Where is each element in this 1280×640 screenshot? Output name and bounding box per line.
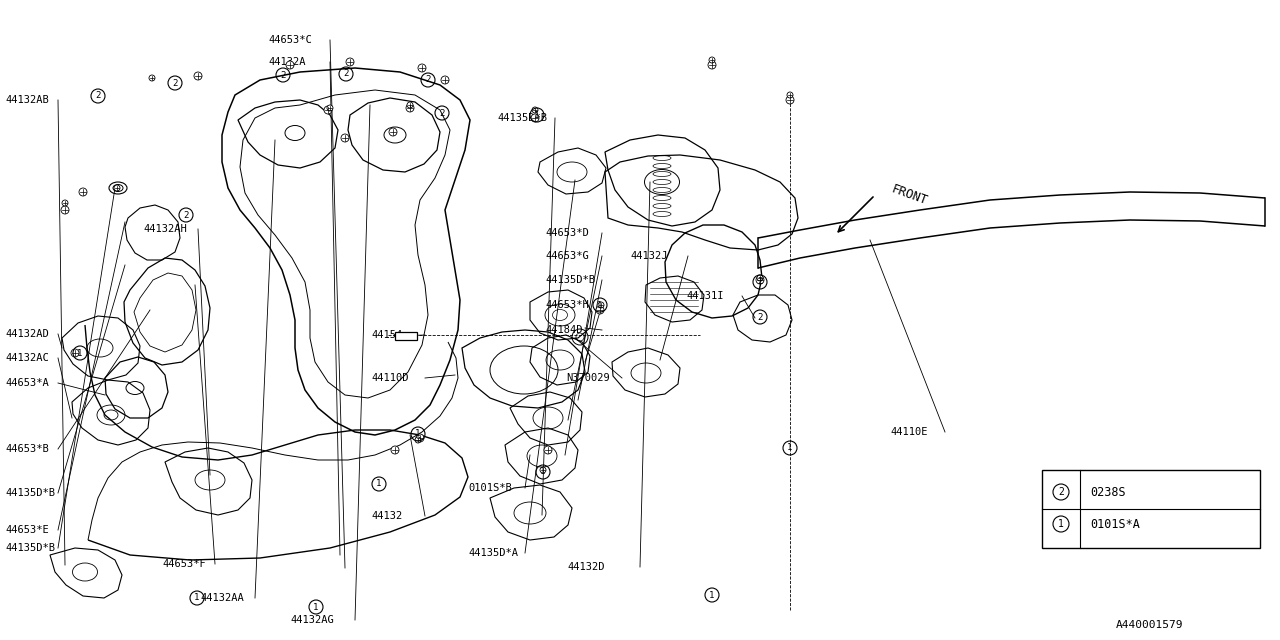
Text: 2: 2 xyxy=(758,312,763,321)
Text: 44135D*B: 44135D*B xyxy=(5,488,55,498)
Circle shape xyxy=(389,128,397,136)
Text: 44132AG: 44132AG xyxy=(291,615,334,625)
Text: 44135D*B: 44135D*B xyxy=(5,543,55,553)
Circle shape xyxy=(407,102,413,108)
Text: 44110D: 44110D xyxy=(371,373,408,383)
Circle shape xyxy=(596,306,604,314)
Circle shape xyxy=(419,64,426,72)
Text: 44132D: 44132D xyxy=(567,562,604,572)
Circle shape xyxy=(61,200,68,206)
Text: 0101S*A: 0101S*A xyxy=(1091,518,1140,531)
Text: 44132J: 44132J xyxy=(630,251,667,261)
Text: 2: 2 xyxy=(183,211,188,220)
Text: 1: 1 xyxy=(195,593,200,602)
Circle shape xyxy=(756,275,763,281)
Circle shape xyxy=(416,434,424,442)
Circle shape xyxy=(324,106,332,114)
Text: 44132: 44132 xyxy=(371,511,402,521)
Circle shape xyxy=(786,96,794,104)
Text: 44184D: 44184D xyxy=(545,325,582,335)
Circle shape xyxy=(326,105,333,111)
Circle shape xyxy=(79,188,87,196)
Text: 44132AB: 44132AB xyxy=(5,95,49,105)
Circle shape xyxy=(787,92,794,98)
Text: 1: 1 xyxy=(598,301,603,310)
Text: 44132AD: 44132AD xyxy=(5,329,49,339)
Text: 2: 2 xyxy=(758,278,763,287)
Text: A440001579: A440001579 xyxy=(1116,620,1184,630)
Text: 44154: 44154 xyxy=(371,330,402,340)
Text: 1: 1 xyxy=(77,349,83,358)
Text: 2: 2 xyxy=(425,76,430,84)
Text: 1: 1 xyxy=(534,111,540,120)
Text: 2: 2 xyxy=(280,70,285,79)
Circle shape xyxy=(531,114,539,122)
Text: 1: 1 xyxy=(540,467,545,477)
Text: 1: 1 xyxy=(415,429,421,438)
Circle shape xyxy=(114,185,120,191)
Text: 44653*H: 44653*H xyxy=(545,300,589,310)
Bar xyxy=(1042,470,1260,548)
Text: 0101S*B: 0101S*B xyxy=(468,483,512,493)
Text: N370029: N370029 xyxy=(566,373,609,383)
Text: 44653*C: 44653*C xyxy=(268,35,312,45)
Text: 44135D*B: 44135D*B xyxy=(545,275,595,285)
Circle shape xyxy=(709,57,716,63)
Circle shape xyxy=(61,206,69,214)
Text: 44135D*B: 44135D*B xyxy=(497,113,547,123)
Text: 2: 2 xyxy=(173,79,178,88)
Text: 1: 1 xyxy=(376,479,381,488)
Text: FRONT: FRONT xyxy=(890,182,929,207)
Text: 44653*B: 44653*B xyxy=(5,444,49,454)
Text: 44132AC: 44132AC xyxy=(5,353,49,363)
Circle shape xyxy=(195,72,202,80)
Text: 44653*A: 44653*A xyxy=(5,378,49,388)
Bar xyxy=(396,332,417,340)
Text: 2: 2 xyxy=(343,70,348,79)
Circle shape xyxy=(415,437,421,443)
Circle shape xyxy=(708,61,716,69)
Text: 44132AA: 44132AA xyxy=(200,593,243,603)
Circle shape xyxy=(544,446,552,454)
Text: 44110E: 44110E xyxy=(890,427,928,437)
Circle shape xyxy=(390,446,399,454)
Text: 1: 1 xyxy=(709,591,714,600)
Text: 2: 2 xyxy=(439,109,444,118)
Text: 0238S: 0238S xyxy=(1091,486,1125,499)
Circle shape xyxy=(340,134,349,142)
Circle shape xyxy=(532,107,538,113)
Circle shape xyxy=(756,276,764,284)
Text: 44653*F: 44653*F xyxy=(163,559,206,569)
Text: 1: 1 xyxy=(314,602,319,611)
Circle shape xyxy=(598,302,604,308)
Text: 44653*E: 44653*E xyxy=(5,525,49,535)
Circle shape xyxy=(346,58,355,66)
Circle shape xyxy=(148,75,155,81)
Text: 44135D*A: 44135D*A xyxy=(468,548,518,558)
Text: 44653*G: 44653*G xyxy=(545,251,589,261)
Text: 1: 1 xyxy=(1059,519,1064,529)
Circle shape xyxy=(540,467,547,473)
Text: 44653*D: 44653*D xyxy=(545,228,589,238)
Text: 44132AH: 44132AH xyxy=(143,224,187,234)
Text: 44131I: 44131I xyxy=(686,291,723,301)
Text: 1: 1 xyxy=(787,444,792,452)
Circle shape xyxy=(70,349,79,357)
Circle shape xyxy=(406,104,413,112)
Text: 2: 2 xyxy=(95,92,101,100)
Text: 2: 2 xyxy=(1059,487,1064,497)
Circle shape xyxy=(442,76,449,84)
Circle shape xyxy=(285,61,294,69)
Text: 44132A: 44132A xyxy=(268,57,306,67)
